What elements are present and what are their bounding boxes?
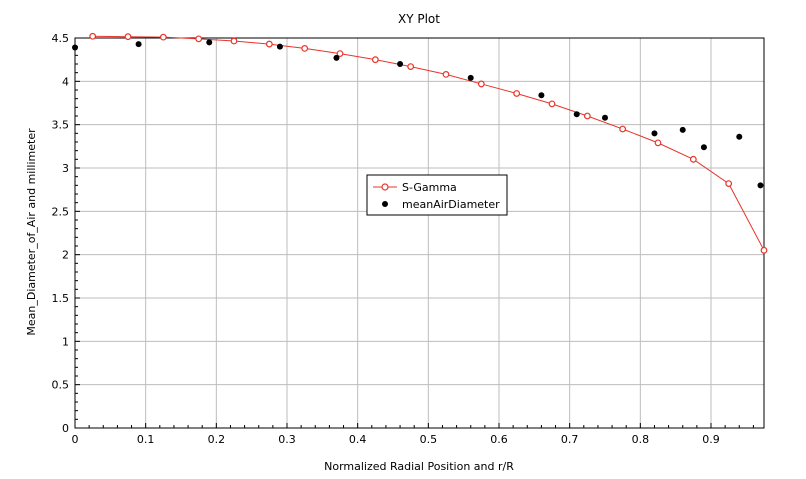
y-tick-label: 4.5	[52, 32, 70, 45]
x-axis-title: Normalized Radial Position and r/R	[324, 460, 514, 473]
axis-ticks	[74, 37, 754, 429]
mean-air-diameter-point	[467, 74, 474, 81]
y-axis-title: Mean_Diameter_of_Air and millimeter	[25, 128, 38, 336]
s-gamma-point	[89, 32, 97, 40]
y-tick-label: 1.5	[52, 292, 70, 305]
s-gamma-point	[725, 180, 733, 188]
y-tick-label: 0	[62, 422, 69, 435]
plot-area	[74, 37, 765, 429]
mean-air-diameter-point	[573, 111, 580, 118]
s-gamma-point	[230, 37, 238, 45]
s-gamma-point	[513, 90, 521, 97]
mean-air-diameter-point	[72, 44, 78, 51]
mean-air-diameter-point	[679, 126, 686, 133]
x-tick-label: 0.2	[208, 433, 226, 446]
mean-air-diameter-point	[538, 92, 545, 99]
mean-air-diameter-point	[333, 54, 340, 61]
mean-air-diameter-point	[397, 61, 404, 67]
s-gamma-point	[407, 63, 415, 70]
y-tick-label: 3	[62, 162, 69, 175]
legend-mean-air-diameter-label: meanAirDiameter	[402, 198, 500, 211]
legend-mean-air-diameter-marker	[382, 201, 388, 207]
y-tick-label: 1	[62, 335, 69, 348]
mean-air-diameter-point	[651, 130, 658, 137]
chart-title: XY Plot	[398, 12, 440, 26]
legend-box	[366, 174, 508, 216]
s-gamma-point	[619, 125, 627, 133]
s-gamma-point	[371, 56, 379, 64]
mean-air-diameter-point	[757, 182, 764, 189]
s-gamma-point	[442, 70, 450, 78]
grid	[75, 38, 764, 428]
mean-air-diameter-point	[736, 133, 743, 140]
s-gamma-point	[195, 35, 203, 43]
s-gamma-point	[159, 33, 167, 41]
mean-air-diameter-series	[72, 39, 764, 189]
x-tick-label: 0.4	[349, 433, 367, 446]
s-gamma-point	[477, 80, 485, 88]
s-gamma-point	[301, 45, 309, 52]
mean-air-diameter-point	[700, 144, 707, 151]
x-tick-label: 0	[72, 433, 79, 446]
s-gamma-point	[583, 112, 591, 120]
y-tick-label: 2	[62, 249, 69, 262]
s-gamma-point	[548, 100, 556, 108]
x-tick-label: 0.7	[561, 433, 579, 446]
x-tick-label: 0.5	[420, 433, 438, 446]
y-tick-label: 4	[62, 75, 69, 88]
s-gamma-point	[760, 246, 768, 254]
y-tick-label: 2.5	[52, 205, 70, 218]
mean-air-diameter-point	[276, 43, 283, 50]
y-tick-label: 0.5	[52, 379, 70, 392]
mean-air-diameter-point	[135, 41, 142, 48]
x-tick-label: 0.1	[137, 433, 155, 446]
legend-s-gamma-label: S-Gamma	[402, 181, 457, 194]
legend: S-Gamma meanAirDiameter	[366, 174, 508, 216]
s-gamma-point	[336, 50, 344, 57]
y-tick-label: 3.5	[52, 119, 70, 132]
s-gamma-point	[654, 139, 662, 147]
s-gamma-series	[89, 32, 768, 254]
x-tick-label: 0.3	[278, 433, 296, 446]
series-layer	[72, 32, 768, 254]
x-tick-label: 0.6	[490, 433, 508, 446]
mean-air-diameter-point	[602, 114, 608, 121]
s-gamma-point	[265, 40, 273, 48]
x-tick-label: 0.8	[632, 433, 650, 446]
y-axis-tick-labels: 0 0.5 1 1.5 2 2.5 3 3.5 4 4.5	[52, 32, 70, 435]
x-tick-label: 0.9	[702, 433, 720, 446]
legend-s-gamma-marker	[381, 183, 389, 191]
s-gamma-point	[689, 155, 697, 163]
s-gamma-line	[92, 35, 765, 251]
x-axis-tick-labels: 0 0.1 0.2 0.3 0.4 0.5 0.6 0.7 0.8 0.9	[72, 433, 720, 446]
s-gamma-point	[124, 33, 132, 41]
mean-air-diameter-point	[206, 39, 213, 46]
